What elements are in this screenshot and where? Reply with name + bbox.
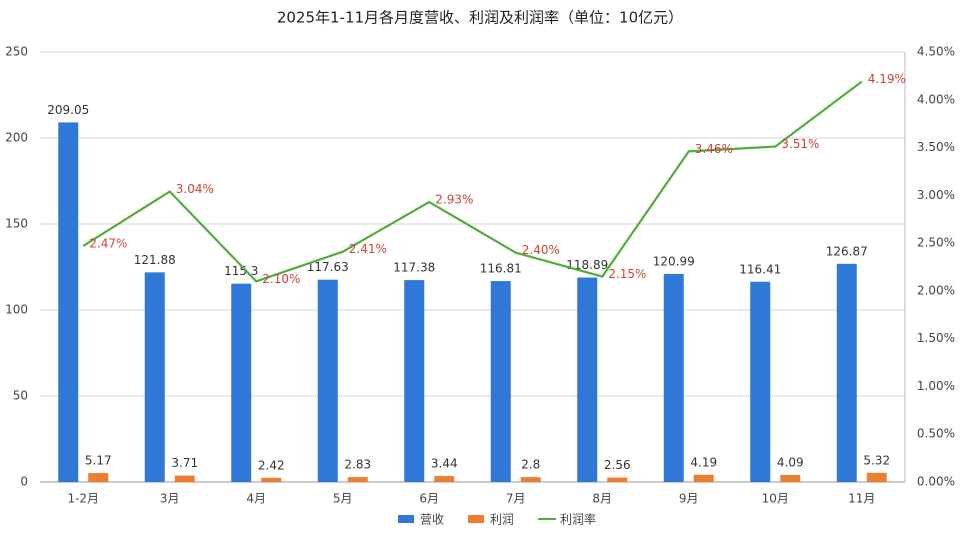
x-tick-label: 1-2月: [67, 492, 99, 506]
legend-swatch: [468, 515, 485, 523]
legend-label: 营收: [420, 513, 444, 527]
value-label: 4.09: [777, 455, 804, 469]
bar: [836, 263, 857, 482]
line-value-label: 2.15%: [608, 267, 646, 281]
y2-tick-label: 0.50%: [917, 427, 955, 441]
value-label: 120.99: [653, 254, 695, 268]
value-label: 2.42: [258, 458, 285, 472]
x-tick-label: 8月: [592, 492, 612, 506]
y2-tick-label: 2.50%: [917, 236, 955, 250]
bar: [261, 477, 282, 482]
line-value-label: 2.40%: [522, 243, 560, 257]
value-label: 118.89: [566, 258, 608, 272]
y2-tick-label: 1.50%: [917, 331, 955, 345]
value-label: 3.44: [431, 457, 458, 471]
line-value-label: 2.41%: [349, 242, 387, 256]
bar: [434, 476, 455, 482]
value-label: 116.81: [480, 262, 522, 276]
line-value-label: 2.93%: [435, 193, 473, 207]
bar: [663, 273, 684, 482]
bar: [174, 475, 195, 482]
value-label: 209.05: [47, 103, 89, 117]
legend-label: 利润率: [560, 512, 596, 527]
value-label: 5.32: [863, 453, 890, 467]
bar: [58, 122, 79, 483]
y-tick-label: 250: [5, 45, 28, 59]
x-tick-label: 4月: [246, 492, 266, 506]
x-tick-label: 10月: [762, 492, 789, 506]
y2-tick-label: 1.00%: [917, 379, 955, 393]
x-tick-label: 3月: [160, 492, 180, 506]
bar: [866, 472, 887, 482]
value-label: 2.56: [604, 458, 631, 472]
value-label: 121.88: [134, 253, 176, 267]
bar: [577, 277, 598, 482]
x-tick-label: 6月: [419, 492, 439, 506]
line-value-label: 3.46%: [695, 142, 733, 156]
bar: [607, 477, 628, 482]
y-tick-label: 100: [5, 303, 28, 317]
y2-tick-label: 2.00%: [917, 283, 955, 297]
y2-tick-label: 3.50%: [917, 140, 955, 154]
y2-tick-label: 4.50%: [917, 45, 955, 59]
value-label: 3.71: [171, 456, 198, 470]
x-tick-label: 5月: [333, 492, 353, 506]
value-label: 117.38: [393, 261, 435, 275]
y-tick-label: 0: [20, 475, 28, 489]
value-label: 2.83: [344, 458, 371, 472]
y-tick-label: 200: [5, 131, 28, 145]
bar: [317, 279, 338, 482]
bar: [404, 280, 425, 482]
y2-tick-label: 0.00%: [917, 475, 955, 489]
bar: [347, 477, 368, 482]
line-value-label: 2.47%: [89, 236, 127, 250]
line-value-label: 4.19%: [868, 72, 906, 86]
line-value-label: 3.51%: [781, 137, 819, 151]
bar: [490, 281, 511, 482]
chart-title: 2025年1-11月各月度营收、利润及利润率（单位：10亿元）: [277, 9, 683, 27]
y2-tick-label: 3.00%: [917, 188, 955, 202]
value-label: 116.41: [739, 262, 781, 276]
bar: [231, 283, 252, 482]
value-label: 117.63: [307, 260, 349, 274]
y-tick-label: 50: [13, 389, 28, 403]
x-tick-label: 11月: [848, 492, 875, 506]
value-label: 2.8: [521, 458, 540, 472]
bar: [750, 281, 771, 482]
bar: [144, 272, 165, 482]
value-label: 126.87: [826, 244, 868, 258]
line-value-label: 2.10%: [262, 272, 300, 286]
y-tick-label: 150: [5, 217, 28, 231]
line: [82, 80, 863, 283]
line-value-label: 3.04%: [176, 182, 214, 196]
bar: [780, 474, 801, 482]
value-label: 4.19: [690, 455, 717, 469]
x-tick-label: 7月: [506, 492, 526, 506]
bar: [88, 473, 109, 482]
y2-tick-label: 4.00%: [917, 92, 955, 106]
x-tick-label: 9月: [679, 492, 699, 506]
legend-label: 利润: [490, 513, 514, 527]
bar: [520, 477, 541, 482]
value-label: 5.17: [85, 454, 112, 468]
legend-swatch: [398, 515, 414, 523]
bar: [693, 474, 714, 482]
